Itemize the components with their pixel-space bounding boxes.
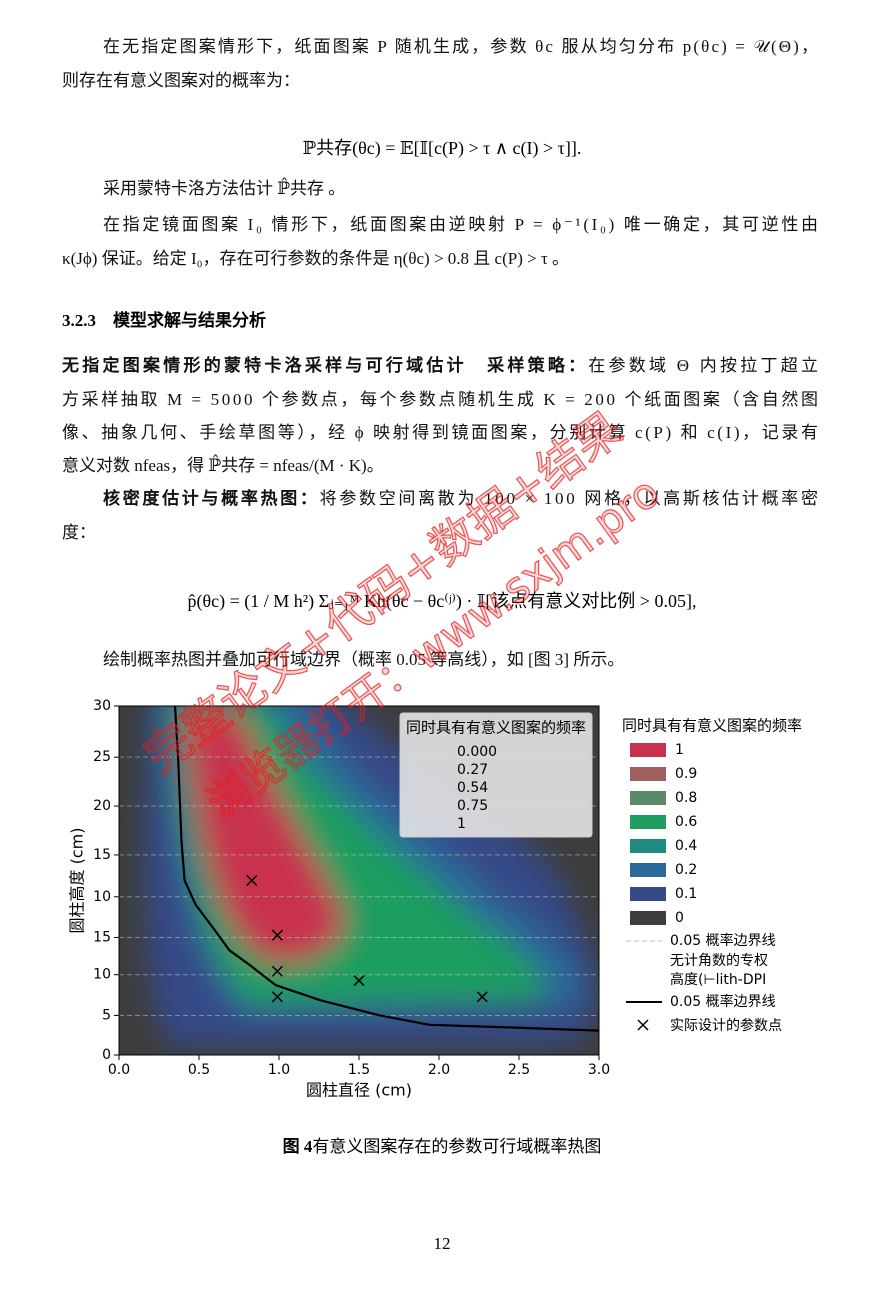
caption-label: 图 4 bbox=[283, 1137, 313, 1156]
body-line: 采用蒙特卡洛方法估计 ℙ̂共存 。 bbox=[103, 178, 345, 198]
legend-label: 0.1 bbox=[675, 886, 697, 902]
y-tick-label: 5 bbox=[102, 1007, 111, 1023]
legend-swatch bbox=[630, 743, 666, 757]
inner-legend-label: 0.54 bbox=[457, 780, 488, 796]
line-text: 度： bbox=[62, 523, 96, 542]
legend-swatch bbox=[630, 791, 666, 805]
legend-swatch bbox=[630, 863, 666, 877]
line-text: 在指定镜面图案 I₀ 情形下，纸面图案由逆映射 P = ϕ⁻¹(I₀) 唯一确定… bbox=[103, 215, 818, 234]
legend-label: 0.6 bbox=[675, 814, 697, 830]
legend-marker bbox=[637, 1019, 649, 1031]
heatmap-plot: 30 25 20 15 10 15 10 5 00.0 0.5 1.0 1.5 2.0 2.5 3.0 圆柱直… bbox=[68, 698, 611, 1100]
x-tick-label: 3.0 bbox=[588, 1062, 610, 1078]
line-text: 采用蒙特卡洛方法估计 ℙ̂共存 。 bbox=[103, 178, 345, 198]
x-tick-label: 0.5 bbox=[188, 1062, 210, 1078]
body-line: 方采样抽取 M = 5000 个参数点，每个参数点随机生成 K = 200 个纸… bbox=[62, 390, 818, 409]
inner-legend-label: 1 bbox=[457, 816, 466, 832]
legend-label: 0.05 概率边界线 bbox=[670, 993, 776, 1010]
line-text: 则存在有意义图案对的概率为： bbox=[62, 71, 300, 90]
legend-label: 1 bbox=[675, 742, 684, 758]
y-tick-label: 30 bbox=[93, 698, 111, 714]
legend-swatch bbox=[630, 839, 666, 853]
body-line: 在无指定图案情形下，纸面图案 P 随机生成，参数 θc 服从均匀分布 p(θc)… bbox=[103, 37, 818, 56]
legend-swatch bbox=[630, 815, 666, 829]
line-text: 在参数域 Θ 内按拉丁超立 bbox=[588, 356, 818, 375]
x-tick-label: 2.5 bbox=[508, 1062, 530, 1078]
design-point bbox=[271, 929, 283, 941]
caption-text: 有意义图案存在的参数可行域概率热图 bbox=[312, 1137, 601, 1156]
line-text: 在无指定图案情形下，纸面图案 P 随机生成，参数 θc 服从均匀分布 p(θc)… bbox=[103, 37, 818, 56]
y-axis-label: 圆柱高度 (cm) bbox=[68, 828, 87, 934]
x-tick-label: 2.0 bbox=[428, 1062, 450, 1078]
design-point bbox=[246, 874, 258, 887]
legend-label: 0 bbox=[675, 910, 684, 926]
legend-label: 0.4 bbox=[675, 838, 697, 854]
legend-label: 0.2 bbox=[675, 862, 697, 878]
equation: p̂(θc) = (1 / M h²) Σⱼ₌₁ᴹ Kh(θc − θc⁽ʲ⁾)… bbox=[188, 591, 697, 612]
legend-swatch bbox=[630, 911, 666, 925]
y-tick-label: 15 bbox=[93, 847, 111, 863]
line-text: 将参数空间离散为 100 × 100 网格，以高斯核估计概率密 bbox=[320, 489, 818, 508]
equation: ℙ共存(θc) = 𝔼[𝕀[c(P) > τ ∧ c(I) > τ]]. bbox=[303, 138, 582, 159]
page-number: 12 bbox=[434, 1234, 451, 1253]
y-tick-label: 0 bbox=[102, 1047, 111, 1063]
inner-legend-label: 0.75 bbox=[457, 798, 488, 814]
inner-legend-label: 0.000 bbox=[457, 744, 497, 760]
line-text: κ(Jϕ) 保证。给定 I₀，存在可行参数的条件是 η(θc) > 0.8 且 … bbox=[62, 249, 569, 268]
body-line: 像、抽象几何、手绘草图等），经 ϕ 映射得到镜面图案，分别计算 c(P) 和 c… bbox=[62, 423, 818, 442]
line-text: 意义对数 nfeas，得 ℙ̂共存 = nfeas/(M · K)。 bbox=[62, 455, 384, 475]
y-tick-label: 15 bbox=[93, 930, 111, 946]
y-tick-label: 10 bbox=[93, 967, 111, 983]
design-point bbox=[476, 991, 488, 1003]
inner-legend-label: 0.27 bbox=[457, 762, 488, 778]
body-line: κ(Jϕ) 保证。给定 I₀，存在可行参数的条件是 η(θc) > 0.8 且 … bbox=[62, 249, 569, 268]
legend-swatch bbox=[630, 887, 666, 901]
x-axis-label: 圆柱直径 (cm) bbox=[306, 1081, 412, 1100]
legend-swatch bbox=[630, 767, 666, 781]
body-line: 核密度估计与概率热图： 将参数空间离散为 100 × 100 网格，以高斯核估计概… bbox=[103, 488, 818, 508]
bold-lead: 核密度估计与概率热图： bbox=[103, 488, 317, 508]
body-line: 则存在有意义图案对的概率为： bbox=[62, 71, 300, 90]
section-heading: 3.2.3 模型求解与结果分析 bbox=[62, 310, 266, 330]
y-tick-label: 20 bbox=[93, 798, 111, 814]
x-tick-label: 1.5 bbox=[348, 1062, 370, 1078]
line-text: 方采样抽取 M = 5000 个参数点，每个参数点随机生成 K = 200 个纸… bbox=[62, 390, 818, 409]
legend-note: 高度(⊢lith-DPI bbox=[670, 971, 766, 988]
legend-label: 0.05 概率边界线 bbox=[670, 932, 776, 949]
legend-label: 0.9 bbox=[675, 766, 697, 782]
x-tick-label: 1.0 bbox=[268, 1062, 290, 1078]
heatmap bbox=[145, 706, 597, 1045]
x-tick-label: 0.0 bbox=[108, 1062, 130, 1078]
legend-label: 0.8 bbox=[675, 790, 697, 806]
body-line: 在指定镜面图案 I₀ 情形下，纸面图案由逆映射 P = ϕ⁻¹(I₀) 唯一确定… bbox=[103, 215, 818, 234]
inner-legend-title: 同时具有有意义图案的频率 bbox=[406, 719, 586, 737]
legend-title: 同时具有有意义图案的频率 bbox=[622, 717, 802, 735]
plot-frame bbox=[118, 705, 600, 1056]
y-tick-label: 25 bbox=[93, 749, 111, 765]
line-text: 像、抽象几何、手绘草图等），经 ϕ 映射得到镜面图案，分别计算 c(P) 和 c… bbox=[62, 423, 818, 442]
bold-lead: 无指定图案情形的蒙特卡洛采样与可行域估计 采样策略： bbox=[61, 355, 585, 375]
design-point bbox=[271, 965, 283, 977]
line-text: 绘制概率热图并叠加可行域边界（概率 0.05 等高线），如 [图 3] 所示。 bbox=[103, 650, 624, 669]
inner-legend-box bbox=[399, 712, 593, 838]
legend-label: 实际设计的参数点 bbox=[670, 1017, 782, 1034]
y-tick-label: 10 bbox=[93, 889, 111, 905]
body-line: 无指定图案情形的蒙特卡洛采样与可行域估计 采样策略： 在参数域 Θ 内按拉丁超立 bbox=[61, 355, 818, 375]
boundary-line bbox=[173, 706, 599, 1032]
design-point bbox=[353, 975, 365, 987]
figure-caption: 图 4有意义图案存在的参数可行域概率热图 bbox=[283, 1137, 602, 1156]
body-line: 意义对数 nfeas，得 ℙ̂共存 = nfeas/(M · K)。 bbox=[62, 455, 384, 475]
design-point bbox=[271, 991, 283, 1003]
body-line: 度： bbox=[62, 523, 96, 542]
legend-note: 无计角数的专权 bbox=[670, 953, 768, 969]
body-line: 绘制概率热图并叠加可行域边界（概率 0.05 等高线），如 [图 3] 所示。 bbox=[103, 650, 624, 669]
